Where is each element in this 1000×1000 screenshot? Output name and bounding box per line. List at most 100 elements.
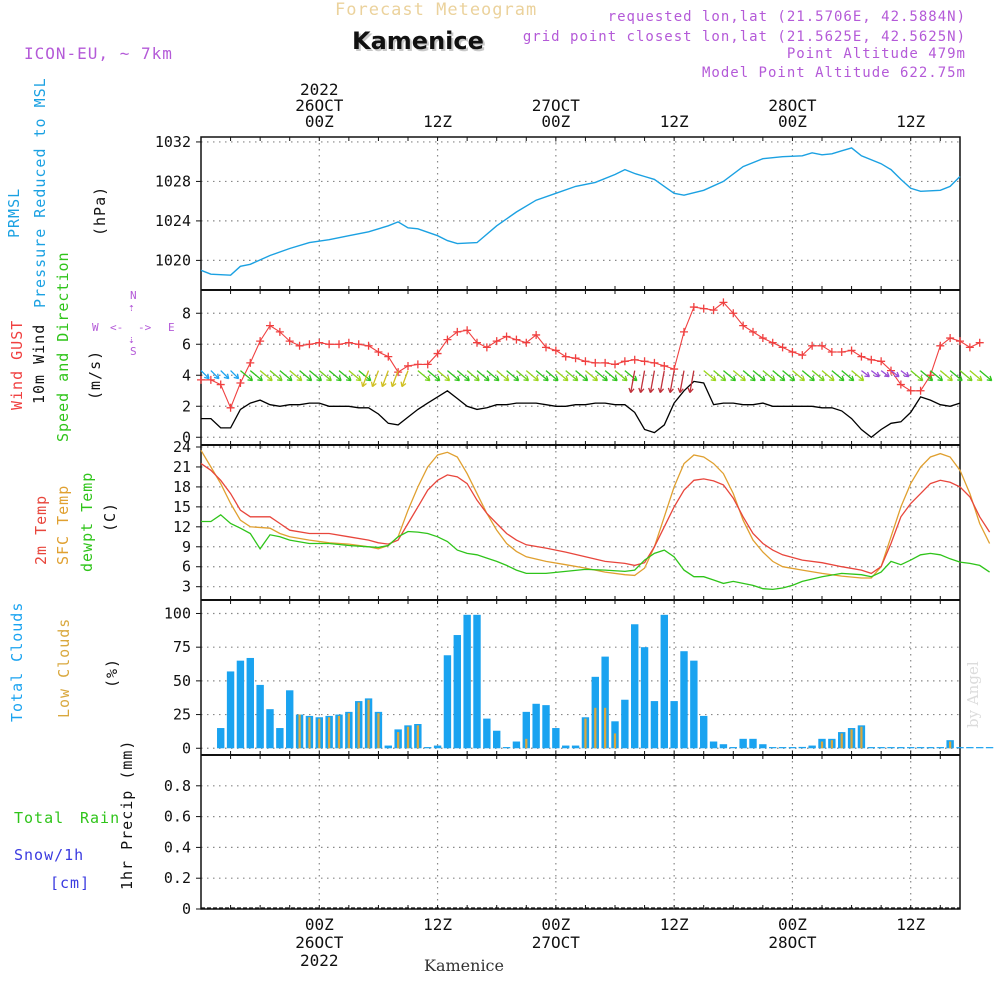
wind-direction-arrow	[969, 370, 983, 382]
wind-gust-marker	[315, 338, 324, 347]
wind-gust-marker	[611, 360, 619, 369]
wind-gust-marker	[946, 334, 955, 343]
total-cloud-bar	[542, 705, 550, 749]
wind-gust-marker	[798, 351, 807, 360]
wind-gust-marker	[699, 304, 708, 313]
wind-direction-arrowhead	[638, 387, 645, 394]
total-cloud-bar	[798, 746, 806, 749]
model-label: ICON-EU, ~ 7km	[24, 44, 173, 63]
wind-direction-arrow	[456, 370, 470, 382]
wind-gust-marker	[532, 330, 541, 339]
wind-direction-arrow	[348, 370, 362, 382]
wind-direction-arrow	[639, 370, 646, 393]
wind-gust-marker	[374, 348, 383, 356]
time-label-bottom: 28OCT	[768, 933, 817, 952]
wind-gust-marker	[571, 354, 580, 363]
wind-gust-marker	[561, 352, 570, 361]
ytick-label-wind: 2	[182, 397, 191, 415]
wind-gust-line	[201, 301, 980, 410]
wind-direction-arrowhead	[730, 375, 737, 382]
total-cloud-bar	[453, 635, 461, 749]
wind-direction-arrowhead	[513, 375, 520, 382]
wind-direction-arrowhead	[750, 375, 756, 382]
grid-point-coords: grid point closest lon,lat (21.5625E, 42…	[522, 29, 966, 45]
wind-direction-arrowhead	[917, 375, 924, 382]
wind-direction-arrow	[649, 370, 656, 393]
wind-direction-arrow	[220, 370, 230, 380]
wind-gust-marker	[226, 403, 235, 412]
wind-direction-arrowhead	[233, 373, 240, 380]
compass-east: E	[168, 321, 175, 334]
total-cloud-bar	[552, 728, 560, 749]
wind-direction-arrow	[476, 370, 490, 382]
wind-gust-marker	[551, 346, 560, 355]
total-cloud-bar	[897, 747, 905, 749]
compass-west: W	[92, 321, 99, 334]
wind-direction-arrow	[811, 370, 825, 382]
ytick-label-temp: 24	[173, 438, 191, 456]
wind-gust-marker	[906, 386, 915, 395]
wind-direction-arrowhead	[966, 375, 973, 382]
ytick-label-precip: 0.6	[164, 808, 191, 826]
snow-label: Snow/1h	[14, 846, 85, 864]
wind-gust-marker	[680, 327, 688, 336]
total-cloud-bar	[650, 701, 659, 749]
low-cloud-bar	[525, 738, 528, 749]
wind-gust-marker	[295, 341, 304, 350]
total-cloud-bar	[463, 614, 471, 749]
compass-south: S	[130, 345, 137, 358]
wind-direction-arrow	[594, 370, 608, 382]
total-cloud-bar	[286, 690, 294, 749]
wind-gust-marker	[758, 334, 767, 343]
wind-direction-arrowhead	[203, 373, 210, 380]
wind-direction-arrow	[240, 370, 253, 382]
wind-direction-arrow	[486, 370, 500, 382]
total-cloud-bar	[660, 614, 668, 749]
wind-gust-marker	[236, 379, 245, 387]
wind-direction-arrow	[979, 370, 993, 382]
wind-direction-arrow	[525, 370, 539, 382]
wind-direction-arrow	[792, 370, 805, 382]
total-cloud-bar	[749, 738, 757, 749]
time-label-bottom: 12Z	[660, 915, 689, 934]
ytick-label-clouds: 50	[173, 672, 191, 690]
wind-gust-marker	[818, 341, 826, 350]
total-cloud-bar	[690, 660, 698, 749]
wind-direction-arrow	[870, 370, 880, 378]
low-cloud-bar	[308, 717, 311, 749]
low-cloud-bar	[328, 717, 331, 749]
total-cloud-bar	[769, 747, 777, 749]
wind-direction-arrow	[851, 370, 864, 382]
total-cloud-bar	[384, 745, 392, 749]
time-label-top: 12Z	[896, 112, 925, 131]
wind-direction-arrowhead	[345, 375, 352, 382]
wind-direction-arrow	[289, 370, 303, 382]
wind-direction-arrowhead	[582, 375, 589, 382]
wind-direction-arrowhead	[602, 375, 608, 382]
wind-direction-arrowhead	[667, 387, 674, 394]
wind-direction-arrowhead	[336, 375, 342, 382]
wind-direction-arrow	[427, 370, 441, 382]
wind-direction-arrowhead	[893, 371, 900, 378]
ytick-label-clouds: 75	[173, 638, 191, 656]
wind-direction-arrow	[361, 370, 370, 387]
wind-gust-marker	[837, 348, 846, 356]
wind-direction-arrowhead	[809, 375, 815, 382]
ytick-label-temp: 9	[182, 538, 191, 556]
time-label-bottom: 00Z	[541, 915, 570, 934]
wind-gust-marker	[354, 340, 363, 349]
time-label-top: 2022	[300, 80, 339, 99]
low-cloud-bar	[584, 718, 587, 749]
wind-direction-arrow	[861, 370, 870, 378]
ytick-label-wind: 4	[182, 366, 191, 384]
compass-north: N	[130, 289, 137, 302]
wind-direction-arrow	[249, 370, 263, 382]
wind-gust-marker	[433, 349, 442, 358]
wind-direction-arrow	[772, 370, 786, 382]
low-cloud-bar	[949, 741, 952, 749]
low-cloud-bar	[613, 733, 617, 749]
wind-direction-arrow	[614, 370, 628, 382]
location-title: Kamenice	[352, 27, 484, 55]
wind-gust-marker	[729, 309, 738, 318]
time-label-bottom: 12Z	[423, 915, 452, 934]
